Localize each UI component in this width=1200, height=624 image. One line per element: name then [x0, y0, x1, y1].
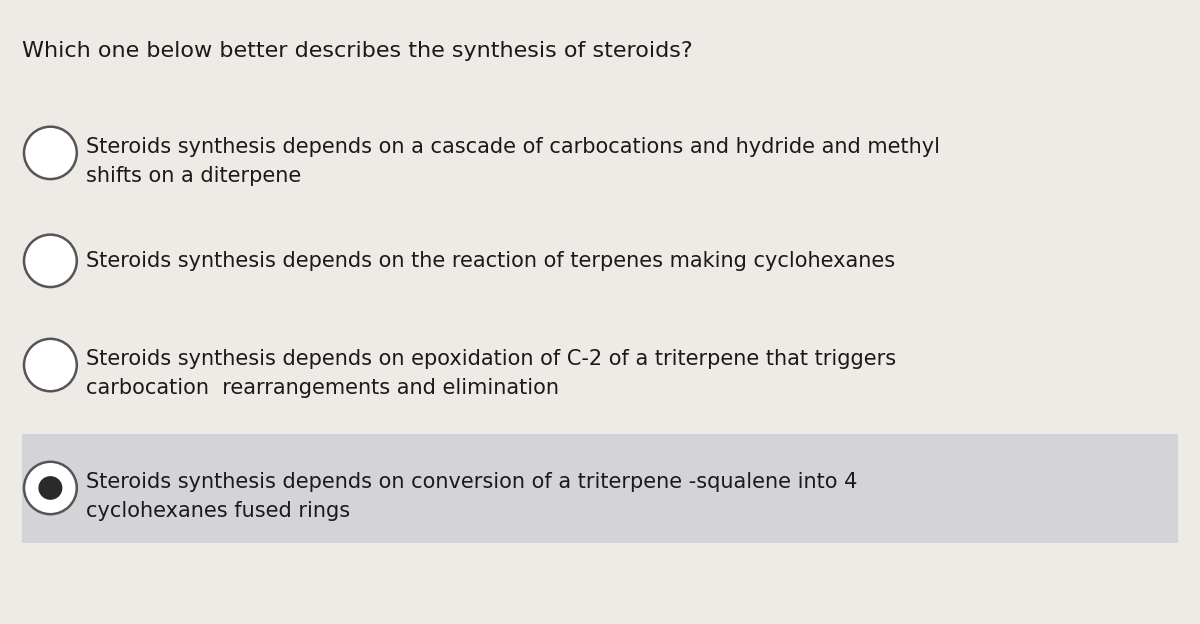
Text: shifts on a diterpene: shifts on a diterpene — [86, 166, 301, 186]
Text: Steroids synthesis depends on conversion of a triterpene -squalene into 4: Steroids synthesis depends on conversion… — [86, 472, 858, 492]
FancyBboxPatch shape — [22, 434, 1178, 543]
Text: Steroids synthesis depends on a cascade of carbocations and hydride and methyl: Steroids synthesis depends on a cascade … — [86, 137, 941, 157]
Ellipse shape — [24, 127, 77, 179]
Text: carbocation  rearrangements and elimination: carbocation rearrangements and eliminati… — [86, 378, 559, 398]
Ellipse shape — [38, 476, 62, 500]
Text: cyclohexanes fused rings: cyclohexanes fused rings — [86, 501, 350, 521]
Text: Steroids synthesis depends on epoxidation of C-2 of a triterpene that triggers: Steroids synthesis depends on epoxidatio… — [86, 349, 896, 369]
Text: Steroids synthesis depends on the reaction of terpenes making cyclohexanes: Steroids synthesis depends on the reacti… — [86, 251, 895, 271]
Ellipse shape — [24, 235, 77, 287]
Text: Which one below better describes the synthesis of steroids?: Which one below better describes the syn… — [22, 41, 692, 61]
Ellipse shape — [24, 462, 77, 514]
Ellipse shape — [24, 339, 77, 391]
